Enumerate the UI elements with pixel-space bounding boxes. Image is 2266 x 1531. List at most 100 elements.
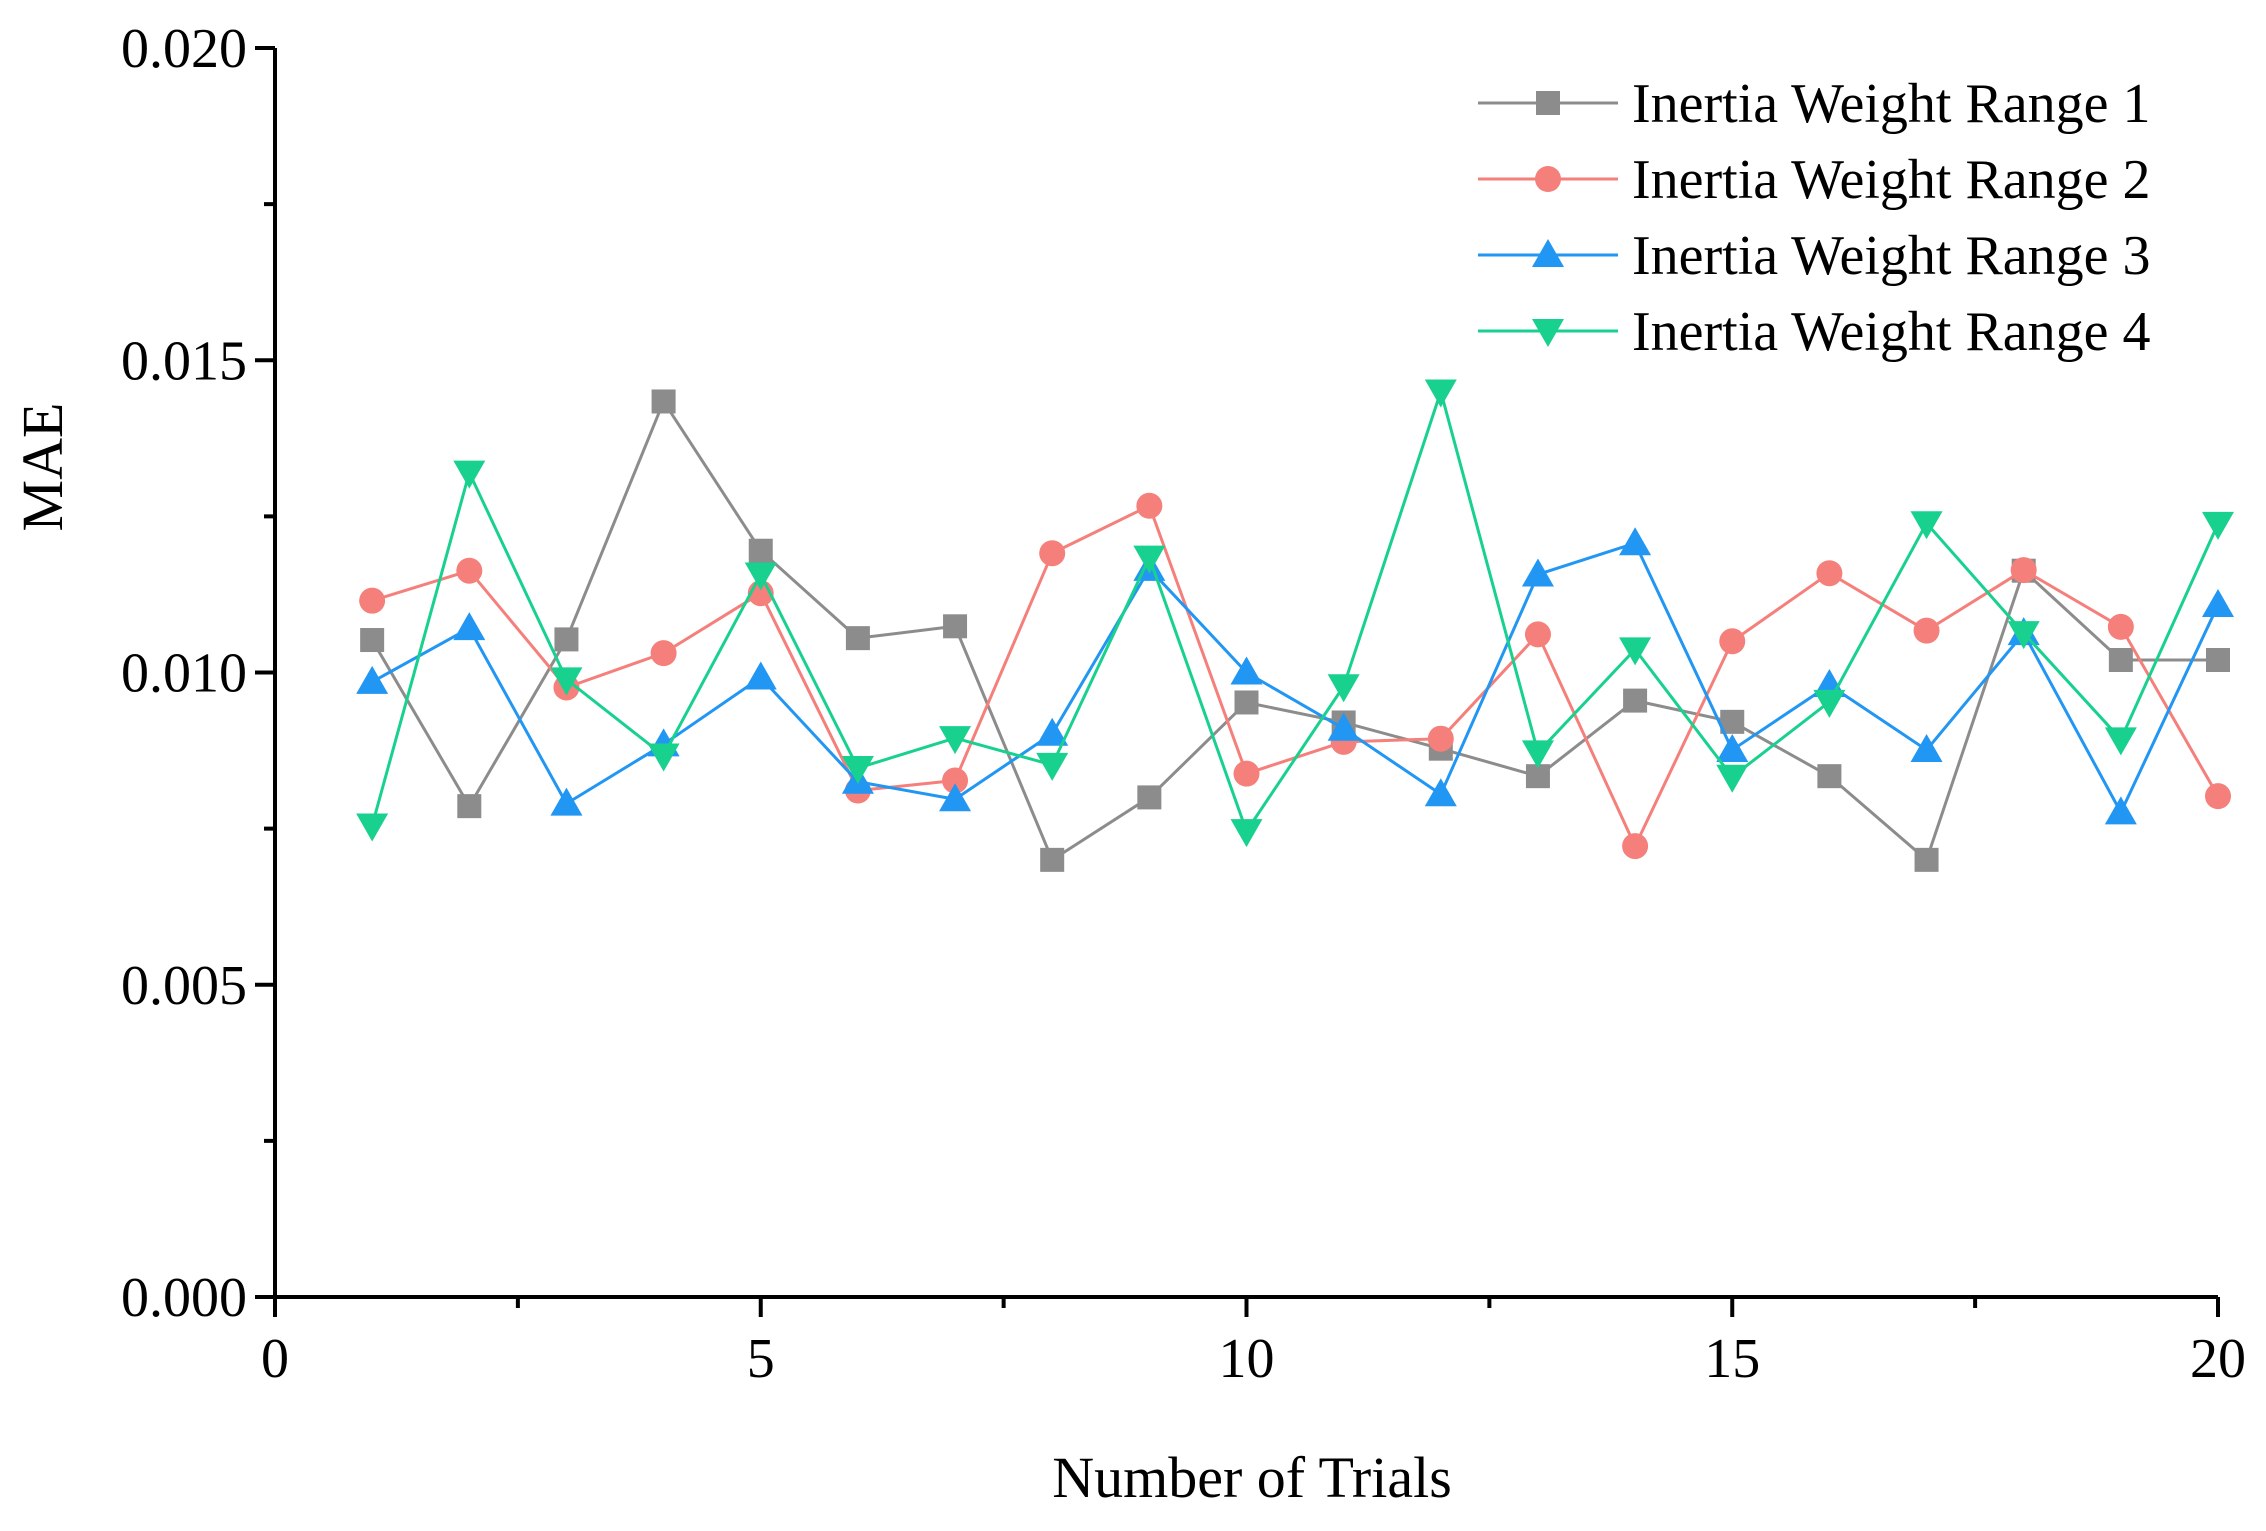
series-4-point — [1133, 545, 1166, 574]
series-4-point — [1424, 379, 1457, 408]
series-1-point — [360, 628, 385, 653]
series-4-point — [2202, 511, 2234, 540]
series-4-point — [356, 813, 389, 842]
series-3-point — [1230, 656, 1263, 685]
series-1-point — [2206, 648, 2230, 673]
series-3-point — [1036, 717, 1069, 746]
series-2-point — [942, 767, 969, 794]
series-4-point — [1716, 764, 1749, 793]
series-1-point — [1234, 690, 1259, 715]
series-4-point — [550, 667, 583, 696]
legend-item-2: Inertia Weight Range 2 — [1478, 149, 2151, 211]
legend: Inertia Weight Range 1 Inertia Weight Ran… — [1478, 73, 2151, 363]
series-1-point — [1817, 764, 1842, 789]
series-4-point — [2007, 621, 2040, 650]
series-3-point — [1521, 558, 1554, 587]
y-tick-label: 0.005 — [121, 955, 247, 1017]
legend-marker — [1536, 91, 1560, 115]
series-layer — [356, 379, 2234, 872]
series-1-point — [748, 538, 773, 563]
axes: 0.000 0.005 0.010 0.015 0.020 0 5 10 15 20 — [121, 18, 2246, 1390]
series-4-point — [1619, 637, 1652, 666]
x-axis-title: Number of Trials — [1052, 1445, 1452, 1510]
series-4-point — [453, 460, 486, 489]
y-axis-title: MAE — [10, 403, 75, 532]
y-tick-label: 0.010 — [121, 643, 247, 705]
series-4-point — [1521, 740, 1554, 769]
series-3-point — [1716, 733, 1749, 762]
series-2-point — [1524, 621, 1551, 648]
legend-item-4: Inertia Weight Range 4 — [1478, 301, 2151, 363]
legend-label: Inertia Weight Range 1 — [1632, 73, 2151, 135]
series-4-point — [744, 562, 777, 591]
series-4 — [356, 379, 2234, 848]
series-2-point — [1427, 725, 1454, 752]
series-1-point — [943, 614, 968, 639]
x-tick-label: 15 — [1704, 1328, 1760, 1390]
series-4-point — [1036, 752, 1069, 781]
series-2-line — [371, 504, 2220, 848]
x-tick-label: 10 — [1219, 1328, 1275, 1390]
series-1-line — [370, 399, 2218, 862]
series-3-point — [356, 665, 389, 694]
series-3-point — [2104, 796, 2137, 825]
series-3-point — [1424, 778, 1457, 807]
y-tick-label: 0.015 — [121, 330, 247, 392]
legend-label: Inertia Weight Range 2 — [1632, 149, 2151, 211]
legend-marker — [1532, 319, 1564, 347]
series-3-point — [939, 783, 972, 812]
series-2-point — [1816, 560, 1843, 587]
series-2-point — [359, 587, 386, 614]
series-1-point — [651, 389, 676, 414]
series-1 — [360, 389, 2230, 872]
series-4-point — [647, 743, 680, 772]
series-1-point — [1623, 688, 1648, 713]
series-2-point — [1913, 617, 1940, 644]
series-2-point — [1136, 492, 1163, 519]
series-1-point — [845, 626, 870, 651]
series-2-point — [456, 557, 483, 584]
series-2-point — [650, 640, 677, 667]
series-4-point — [1230, 819, 1263, 848]
series-3-line — [371, 541, 2220, 814]
series-2-point — [1039, 540, 1066, 567]
series-4-point — [1327, 674, 1360, 703]
series-1-point — [1137, 785, 1162, 810]
series-1-point — [457, 794, 482, 819]
x-tick-label: 0 — [261, 1328, 289, 1390]
legend-label: Inertia Weight Range 3 — [1632, 225, 2151, 287]
series-3-point — [744, 661, 777, 690]
series-1-point — [1914, 847, 1939, 872]
series-3-point — [1619, 527, 1652, 556]
series-4-line — [370, 389, 2220, 833]
x-tick-label: 5 — [747, 1328, 775, 1390]
legend-label: Inertia Weight Range 4 — [1632, 301, 2151, 363]
x-tick-label: 20 — [2190, 1328, 2246, 1390]
series-2-point — [1719, 628, 1746, 655]
series-1-point — [554, 627, 579, 652]
series-1-point — [1040, 847, 1065, 872]
legend-item-3: Inertia Weight Range 3 — [1478, 225, 2151, 287]
series-4-point — [1813, 689, 1846, 718]
series-4-point — [841, 756, 874, 785]
legend-marker — [1535, 166, 1561, 192]
series-4-point — [1910, 511, 1943, 540]
series-4-point — [939, 726, 972, 755]
series-2 — [359, 492, 2231, 860]
series-3-point — [1910, 733, 1943, 762]
legend-marker — [1532, 239, 1564, 267]
series-2-point — [2205, 783, 2231, 810]
series-3-point — [2202, 589, 2234, 618]
y-tick-label: 0.020 — [121, 18, 247, 80]
series-3-point — [453, 612, 486, 641]
series-3-point — [1327, 712, 1360, 741]
series-1-point — [2108, 648, 2133, 673]
series-4-point — [2104, 727, 2137, 756]
series-3-point — [550, 787, 583, 816]
series-2-point — [1622, 833, 1649, 860]
series-2-point — [2107, 613, 2134, 640]
legend-item-1: Inertia Weight Range 1 — [1478, 73, 2151, 135]
series-2-point — [2010, 557, 2037, 584]
y-tick-label: 0.000 — [121, 1267, 247, 1329]
